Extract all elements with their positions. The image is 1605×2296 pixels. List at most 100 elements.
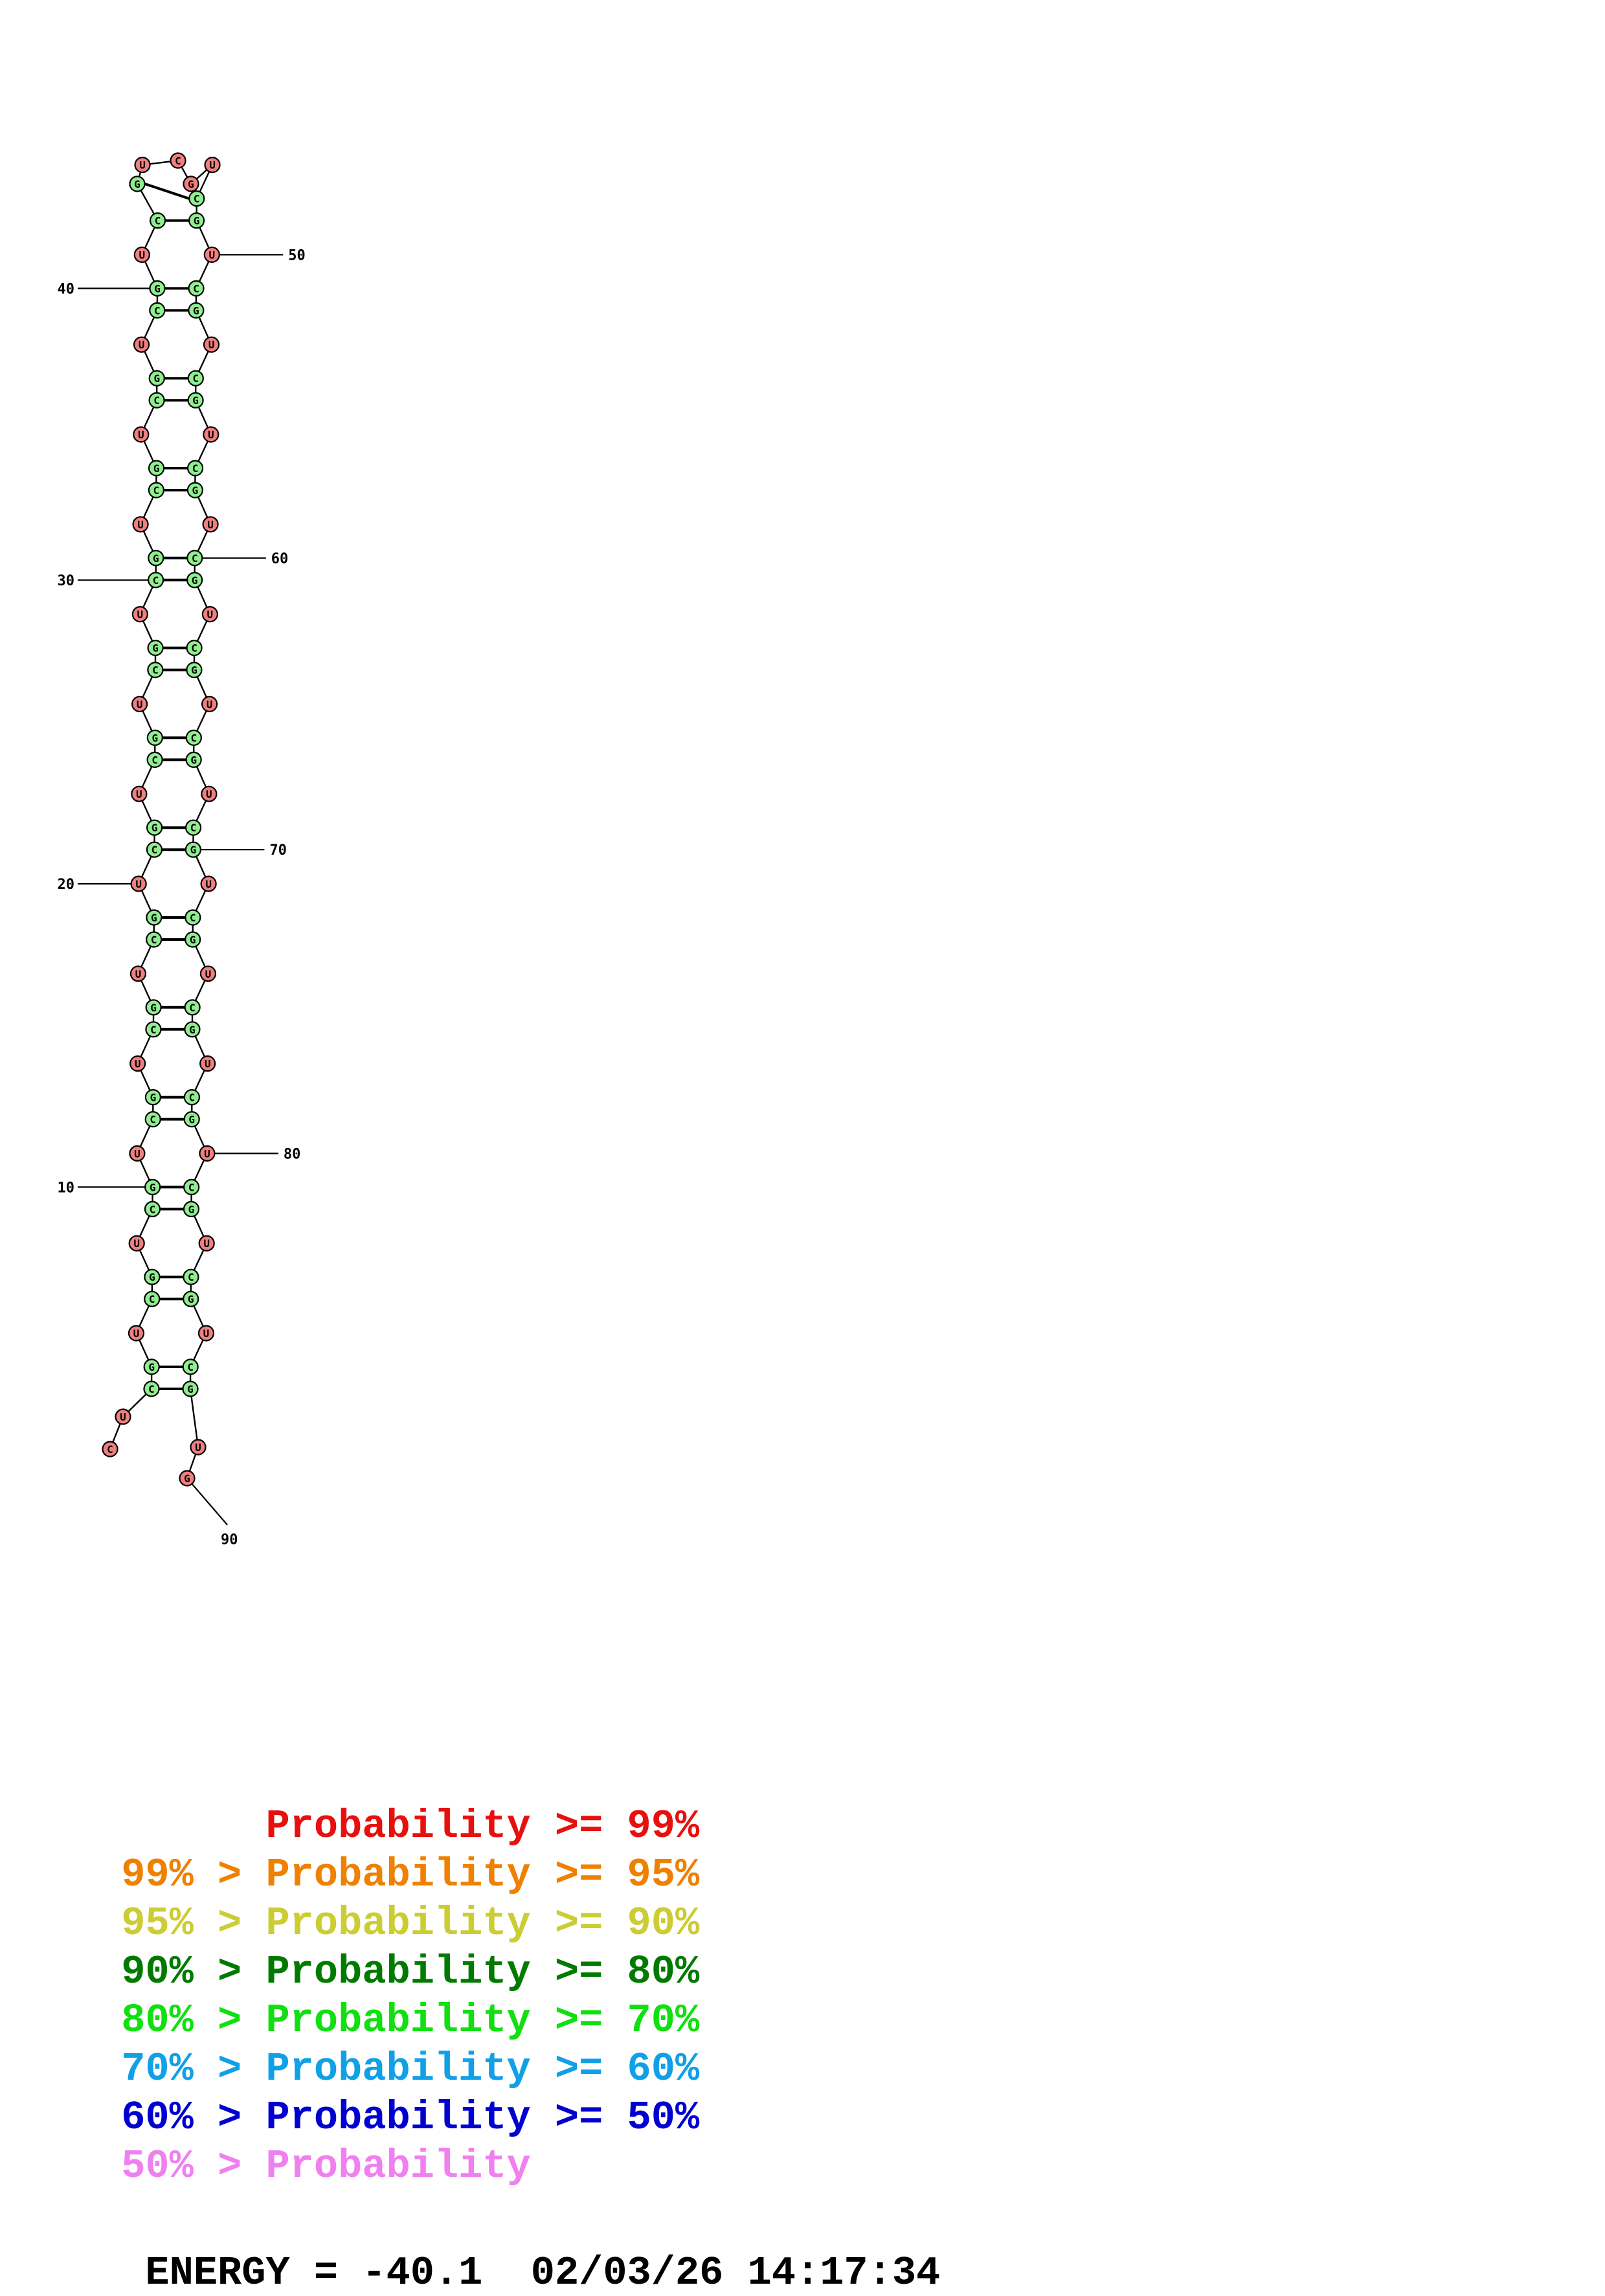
position-label-10: 10 <box>58 1180 75 1196</box>
legend-line: 95% > Probability >= 90% <box>97 1904 699 1944</box>
legend-label: Probability >= 99% <box>265 1803 699 1849</box>
nucleotide-letter: G <box>192 484 199 497</box>
nucleotide-letter: C <box>190 822 197 834</box>
position-label-80: 80 <box>284 1146 301 1162</box>
nucleotide-letter: C <box>153 484 160 497</box>
nucleotide-letter: C <box>187 1361 194 1373</box>
nucleotide-letter: G <box>193 304 199 317</box>
nucleotide-letter: G <box>152 642 159 655</box>
legend-prefix: 60% > <box>97 2095 265 2141</box>
legend-prefix: 90% > <box>97 1949 265 1995</box>
nucleotide-letter: U <box>205 878 212 890</box>
legend-line: Probability >= 99% <box>97 1806 699 1847</box>
nucleotide-letter: U <box>135 878 142 890</box>
legend-label: Probability >= 80% <box>265 1949 699 1995</box>
legend-label: Probability >= 90% <box>265 1900 699 1946</box>
position-leader-line <box>187 1478 227 1525</box>
legend-prefix: 80% > <box>97 1998 265 2043</box>
energy-footer: ENERGY = -40.1 02/03/26 14:17:34 <box>97 2213 940 2293</box>
nucleotide-letter: U <box>135 968 142 980</box>
nucleotide-letter: U <box>207 519 214 531</box>
nucleotide-letter: G <box>192 394 199 407</box>
legend-line: 90% > Probability >= 80% <box>97 1952 699 1992</box>
nucleotide-letter: G <box>148 1361 155 1373</box>
nucleotide-letter: U <box>206 788 212 800</box>
nucleotide-letter: G <box>151 912 157 924</box>
nucleotide-letter: U <box>208 249 215 261</box>
nucleotide-letter: C <box>148 1383 155 1395</box>
nucleotide-letter: U <box>209 159 216 172</box>
legend-label: Probability <box>265 2143 530 2189</box>
nucleotide-letter: C <box>189 1002 196 1014</box>
nucleotide-letter: G <box>187 1383 194 1395</box>
nucleotide-letter: C <box>192 552 198 565</box>
nucleotide-letter: G <box>188 1293 194 1305</box>
nucleotide-letter: G <box>189 1024 196 1036</box>
nucleotide-letter: C <box>150 1203 156 1215</box>
nucleotide-letter: G <box>184 1472 190 1485</box>
nucleotide-letter: G <box>190 844 197 856</box>
nucleotide-letter: G <box>188 178 194 190</box>
nucleotide-letter: C <box>154 304 161 317</box>
legend-line: 50% > Probability <box>97 2146 531 2187</box>
nucleotide-letter: G <box>134 178 140 190</box>
nucleotide-letter: G <box>192 574 198 587</box>
nucleotide-letter: U <box>138 429 144 441</box>
nucleotide-letter: G <box>194 215 200 227</box>
nucleotide-letter: U <box>208 429 214 441</box>
nucleotide-letter: G <box>150 1181 156 1193</box>
nucleotide-letter: U <box>205 968 212 980</box>
nucleotide-letter: C <box>192 372 199 385</box>
nucleotide-letter: G <box>153 462 160 475</box>
nucleotide-letter: G <box>191 664 197 677</box>
base-pair-bond <box>145 184 189 199</box>
nucleotide-letter: G <box>152 732 159 744</box>
nucleotide-letter: C <box>175 155 181 167</box>
legend-line: 70% > Probability >= 60% <box>97 2049 699 2089</box>
nucleotide-letter: C <box>188 1181 195 1193</box>
nucleotide-letter: U <box>120 1411 126 1423</box>
legend-label: Probability >= 95% <box>265 1852 699 1898</box>
nucleotide-letter: C <box>191 642 197 655</box>
nucleotide-letter: U <box>204 1147 210 1160</box>
rna-structure-diagram: 102030405060708090CUCGUCGUCGUCGUCGUCGUCG… <box>0 0 1605 1619</box>
nucleotide-letter: G <box>153 372 160 385</box>
position-label-90: 90 <box>221 1532 238 1548</box>
nucleotide-letter: C <box>152 754 158 766</box>
nucleotide-letter: U <box>134 1147 140 1160</box>
nucleotide-letter: G <box>150 1002 157 1014</box>
nucleotide-letter: C <box>188 1271 194 1283</box>
position-label-20: 20 <box>58 877 75 893</box>
backbone-segment <box>190 1389 198 1447</box>
legend-prefix: 95% > <box>97 1900 265 1946</box>
nucleotide-letter: G <box>188 1114 195 1126</box>
nucleotide-letter: U <box>207 609 214 621</box>
legend-line: 60% > Probability >= 50% <box>97 2098 699 2138</box>
timestamp: 02/03/26 14:17:34 <box>531 2250 941 2296</box>
nucleotide-letter: U <box>139 339 145 351</box>
position-label-30: 30 <box>58 573 75 589</box>
position-label-70: 70 <box>269 842 287 859</box>
energy-value: ENERGY = -40.1 <box>145 2250 482 2296</box>
nucleotide-letter: C <box>152 664 159 677</box>
legend-label: Probability >= 70% <box>265 1998 699 2043</box>
nucleotide-letter: C <box>107 1443 113 1456</box>
nucleotide-letter: U <box>137 609 144 621</box>
nucleotide-letter: G <box>190 754 197 766</box>
nucleotide-letter: U <box>136 788 142 800</box>
legend-label: Probability >= 50% <box>265 2095 699 2141</box>
nucleotide-letter: U <box>203 1237 210 1250</box>
legend-line: 80% > Probability >= 70% <box>97 2001 699 2041</box>
nucleotide-letter: C <box>194 193 200 205</box>
legend-prefix: 99% > <box>97 1852 265 1898</box>
nucleotide-letter: G <box>150 1092 157 1104</box>
nucleotide-letter: C <box>192 462 199 475</box>
nucleotide-letter: G <box>154 282 161 295</box>
nucleotide-letter: C <box>193 282 199 295</box>
nucleotide-letter: C <box>150 1024 157 1036</box>
nucleotide-letter: U <box>207 698 213 710</box>
nucleotide-letter: C <box>150 1114 156 1126</box>
nucleotide-letter: U <box>135 1058 141 1070</box>
nucleotide-letter: U <box>137 698 143 710</box>
legend-label: Probability >= 60% <box>265 2046 699 2092</box>
